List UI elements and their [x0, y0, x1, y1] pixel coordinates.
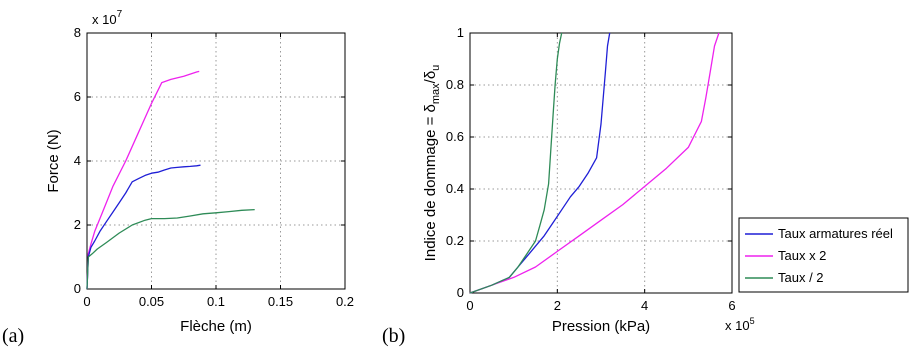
legend-label-2: Taux x 2 [778, 248, 826, 263]
series-line-3 [469, 32, 563, 294]
series-line-1 [86, 70, 200, 290]
chart-b-y-label-mid: /δ [422, 71, 439, 84]
x-tick-label: 0.15 [268, 294, 293, 309]
panel-label-b: (b) [382, 325, 405, 347]
y-tick-label: 0.6 [446, 129, 464, 144]
x-tick-label: 6 [728, 298, 735, 313]
y-tick-label: 0 [74, 281, 81, 296]
legend-label-1: Taux armatures réel [778, 226, 893, 241]
chart-b-y-label-sub1: max [430, 83, 442, 104]
chart-a: 0 0.05 0.1 0.15 0.2 0 2 4 6 8 x 107 Flèche (m) Fo… [2, 9, 354, 347]
y-tick-label: 8 [74, 25, 81, 40]
x-tick-label: 0.1 [207, 294, 225, 309]
series-line-2 [469, 32, 720, 294]
y-tick-label: 0.2 [446, 233, 464, 248]
y-tick-label: 0.8 [446, 77, 464, 92]
chart-a-y-multiplier: x 107 [92, 9, 123, 27]
y-tick-label: 0.4 [446, 181, 464, 196]
chart-b-x-multiplier-exp: 5 [750, 316, 755, 326]
y-tick-label: 6 [74, 89, 81, 104]
panel-label-a: (a) [2, 325, 24, 347]
y-tick-label: 1 [457, 25, 464, 40]
series-line-2 [86, 164, 201, 290]
series-line-1 [469, 32, 611, 294]
legend-label-3: Taux / 2 [778, 270, 824, 285]
legend-box [738, 217, 909, 293]
chart-a-y-multiplier-exp: 7 [117, 9, 123, 20]
y-tick-label: 0 [457, 285, 464, 300]
chart-b-y-label-sub2: u [430, 65, 442, 71]
x-tick-label: 0.05 [139, 294, 164, 309]
y-tick-label: 2 [74, 217, 81, 232]
chart-b-x-label: Pression (kPa) [552, 318, 650, 335]
x-tick-label: 2 [554, 298, 561, 313]
x-tick-label: 0 [466, 298, 473, 313]
y-tick-label: 4 [74, 153, 81, 168]
chart-a-y-label: Force (N) [45, 129, 62, 192]
chart-b-legend: Taux armatures réel Taux x 2 Taux / 2 [738, 217, 909, 293]
x-tick-label: 0 [83, 294, 90, 309]
x-tick-label: 0.2 [336, 294, 354, 309]
chart-b-y-label: Indice de dommage = δmax/δu [422, 65, 442, 262]
chart-b: 0 2 4 600.20.40.60.81 x 105 Pression (kPa) … [382, 25, 909, 347]
x-tick-label: 4 [641, 298, 648, 313]
chart-b-frame [469, 32, 733, 294]
chart-a-x-label: Flèche (m) [180, 318, 252, 335]
chart-b-x-multiplier: x 105 [725, 316, 755, 333]
series-line-3 [86, 208, 255, 290]
